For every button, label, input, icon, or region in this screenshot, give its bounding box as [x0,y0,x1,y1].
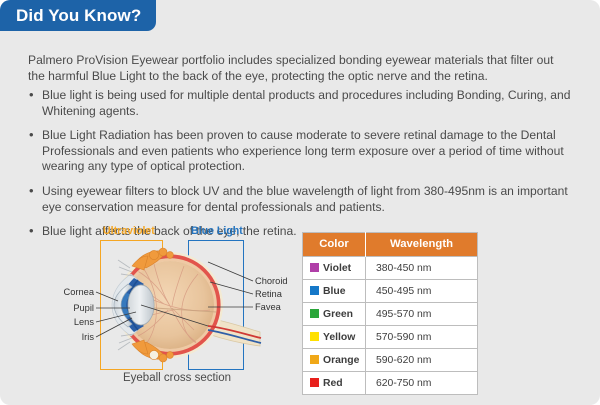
cell-color: Violet [302,256,366,280]
column-header-wavelength: Wavelength [365,232,478,257]
ultraviolet-zone-label: Ultraviolet [103,225,155,237]
table-row: Green 495-570 nm [302,302,478,326]
label-favea: Favea [255,302,281,312]
bullet-list: Blue light is being used for multiple de… [28,87,576,249]
cell-color: Orange [302,348,366,372]
color-swatch-icon [310,308,319,318]
list-item: Blue Light Radiation has been proven to … [28,127,576,175]
table-row: Orange 590-620 nm [302,348,478,372]
color-swatch-icon [310,354,319,364]
label-choroid: Choroid [255,276,288,286]
label-lens: Lens [73,317,94,327]
color-name: Yellow [323,331,356,343]
color-swatch-icon [310,285,319,295]
wavelength-table: Color Wavelength Violet 380-450 nm Blue 450… [302,232,478,395]
label-retina: Retina [255,289,282,299]
cell-wavelength: 495-570 nm [365,302,478,326]
cell-wavelength: 620-750 nm [365,371,478,395]
label-iris: Iris [81,332,94,342]
cell-wavelength: 450-495 nm [365,279,478,303]
table-header-row: Color Wavelength [302,232,478,257]
cell-color: Red [302,371,366,395]
cell-wavelength: 380-450 nm [365,256,478,280]
cell-wavelength: 590-620 nm [365,348,478,372]
cell-color: Yellow [302,325,366,349]
column-header-color: Color [302,232,366,257]
cell-color: Green [302,302,366,326]
eyeball-diagram: Ultraviolet Blue Light [58,222,296,405]
label-cornea: Cornea [63,287,95,297]
color-name: Green [323,308,354,320]
table-row: Red 620-750 nm [302,371,478,395]
cell-wavelength: 570-590 nm [365,325,478,349]
color-name: Red [323,377,343,389]
figure-caption: Eyeball cross section [122,372,232,384]
table-row: Violet 380-450 nm [302,256,478,280]
list-item: Blue light is being used for multiple de… [28,87,576,119]
color-name: Blue [323,285,346,297]
list-item: Using eyewear filters to block UV and th… [28,183,576,215]
page-title: Did You Know? [16,5,142,25]
color-name: Violet [323,262,352,274]
lower-section: Ultraviolet Blue Light [0,222,600,405]
blue-light-zone-label: Blue Light [191,225,243,237]
color-name: Orange [323,354,360,366]
label-pupil: Pupil [73,303,94,313]
eye-cross-section-illustration [95,247,262,363]
list-item: Blue light affects the back of the eye, … [28,223,576,240]
color-swatch-icon [310,377,319,387]
table-row: Blue 450-495 nm [302,279,478,303]
color-swatch-icon [310,331,319,341]
color-swatch-icon [310,262,319,272]
header-tab: Did You Know? [0,0,156,31]
cell-color: Blue [302,279,366,303]
table-row: Yellow 570-590 nm [302,325,478,349]
intro-paragraph: Palmero ProVision Eyewear portfolio incl… [28,53,554,83]
